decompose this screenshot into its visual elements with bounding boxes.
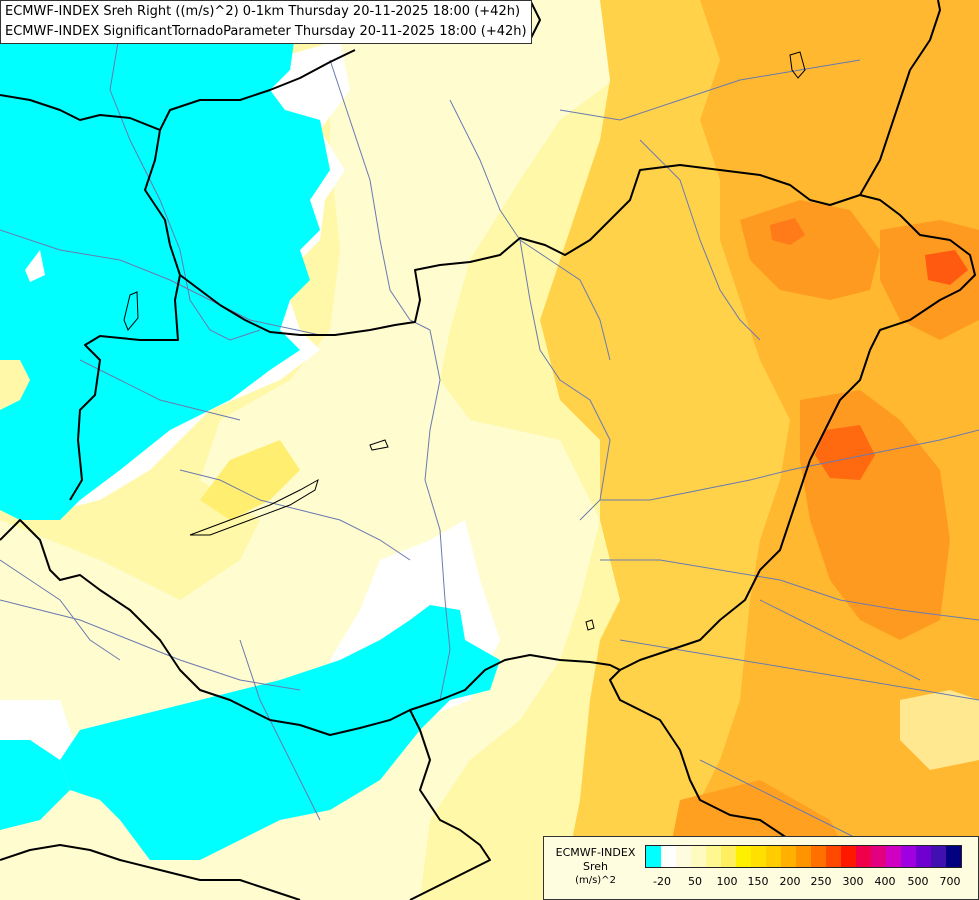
legend-swatches	[645, 845, 962, 868]
legend-swatch	[781, 846, 796, 867]
border-south	[0, 519, 621, 736]
yellow-patch-west	[200, 440, 300, 520]
legend-swatch	[691, 846, 706, 867]
map-title-box: ECMWF-INDEX Sreh Right ((m/s)^2) 0-1km T…	[0, 0, 532, 44]
border-top	[529, 0, 541, 41]
hotspot-north	[770, 218, 805, 245]
border-west-east	[69, 129, 181, 501]
lakes	[123, 51, 806, 631]
legend-swatch	[751, 846, 766, 867]
legend-tick-label: 50	[688, 875, 702, 888]
legend-swatch	[886, 846, 901, 867]
legend-swatch	[721, 846, 736, 867]
legend-swatch	[736, 846, 751, 867]
legend-tick-label: 300	[842, 875, 864, 888]
legend-label-unit: (m/s)^2	[575, 875, 616, 886]
map-title-line-1: ECMWF-INDEX Sreh Right ((m/s)^2) 0-1km T…	[5, 4, 521, 19]
border-north-west	[0, 49, 356, 131]
legend-tick-label: 100	[716, 875, 738, 888]
legend-swatch	[841, 846, 856, 867]
legend-swatch	[661, 846, 676, 867]
hotspot-ne	[925, 250, 968, 285]
legend-tick-label: 250	[810, 875, 832, 888]
legend-ticks: -20 50 100 150 200 250 300 400 500 700	[644, 875, 974, 891]
legend-swatch	[916, 846, 931, 867]
legend-label-model: ECMWF-INDEX	[555, 846, 636, 859]
legend-swatch	[871, 846, 886, 867]
legend-swatch	[796, 846, 811, 867]
legend-tick-label: 400	[874, 875, 896, 888]
legend-swatch	[811, 846, 826, 867]
legend-tick-label: 200	[779, 875, 801, 888]
legend-swatch	[676, 846, 691, 867]
border-center-south	[179, 164, 976, 900]
pale-patch-se	[900, 690, 979, 770]
negative-region-south	[60, 605, 500, 860]
legend-swatch	[826, 846, 841, 867]
legend-tick-label: 700	[939, 875, 961, 888]
legend-swatch	[646, 846, 661, 867]
negative-region-north	[0, 0, 330, 520]
border-southwest	[409, 709, 491, 900]
legend-swatch	[766, 846, 781, 867]
legend-label-parameter: Sreh	[582, 860, 608, 873]
border-north-east	[859, 0, 941, 196]
legend-tick-label: 500	[907, 875, 929, 888]
legend-tick-label: 150	[747, 875, 769, 888]
legend-swatch	[931, 846, 946, 867]
legend-swatch	[856, 846, 871, 867]
map-title-line-2: ECMWF-INDEX SignificantTornadoParameter …	[5, 24, 527, 39]
rivers	[0, 29, 979, 861]
border-far-southwest	[0, 844, 301, 900]
color-legend: ECMWF-INDEX Sreh (m/s)^2 -20 50 100 150 200 2…	[543, 836, 979, 900]
legend-swatch	[901, 846, 916, 867]
white-spot	[25, 250, 45, 282]
negative-region-southwest	[0, 740, 70, 830]
legend-swatch	[706, 846, 721, 867]
legend-tick-label: -20	[653, 875, 671, 888]
legend-label: ECMWF-INDEX Sreh (m/s)^2	[548, 846, 643, 888]
legend-swatch	[946, 846, 961, 867]
hotspot-east	[815, 425, 875, 480]
